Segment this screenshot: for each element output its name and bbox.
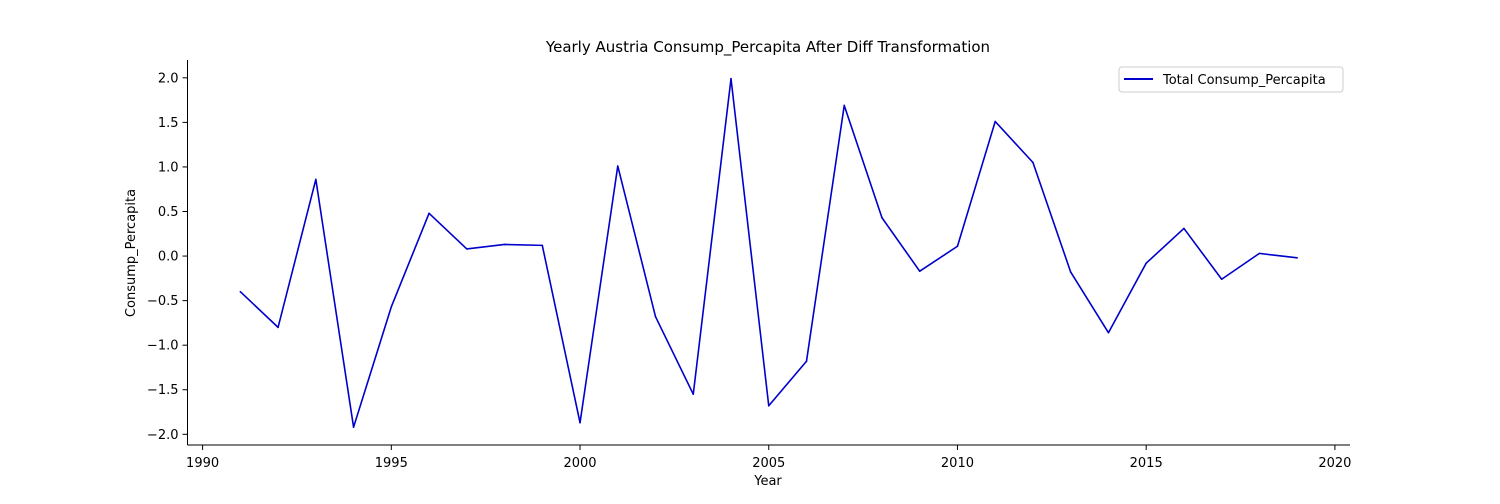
data-point [1296, 257, 1298, 259]
x-tick-label: 2015 [1130, 456, 1163, 471]
legend-box [1118, 66, 1344, 93]
series-layer [239, 77, 1298, 428]
y-tick-label: −0.5 [147, 294, 179, 309]
data-point [503, 243, 506, 246]
x-tick-label: 2000 [563, 456, 596, 471]
y-tick-label: 1.5 [158, 116, 179, 131]
series-line-0 [239, 77, 1298, 428]
data-point [1220, 278, 1223, 281]
data-point [730, 77, 732, 80]
y-tick-label: −2.0 [147, 428, 179, 443]
x-tick-label: 1995 [375, 456, 408, 471]
data-point [654, 315, 657, 318]
data-point [843, 104, 846, 107]
legend: Total Consump_Percapita [1118, 66, 1344, 93]
data-point [767, 404, 770, 407]
y-tick-label: 2.0 [158, 71, 179, 86]
x-axis-label: Year [753, 474, 782, 489]
x-tick-label: 1990 [186, 456, 219, 471]
data-point [956, 245, 959, 248]
y-tick-label: −1.0 [147, 339, 179, 354]
data-point [579, 421, 581, 424]
data-point [1183, 227, 1185, 230]
data-point [315, 178, 317, 181]
data-point [1258, 252, 1261, 255]
y-tick-label: −1.5 [147, 383, 179, 398]
ticks-layer: 1990 1995 2000 2005 2010 2015 2020 −2.0 −1.5 −1.0… [147, 71, 1352, 471]
data-point [805, 360, 808, 363]
x-tick-label: 2010 [941, 456, 974, 471]
data-point [1145, 262, 1147, 264]
data-point [1032, 161, 1034, 164]
y-tick-label: 0.0 [158, 250, 179, 265]
y-tick-label: 1.0 [158, 160, 179, 175]
data-point [616, 165, 619, 167]
y-tick-label: 0.5 [158, 205, 179, 220]
data-point [352, 426, 355, 428]
data-point [466, 248, 468, 250]
chart-title: Yearly Austria Consump_Percapita After D… [545, 38, 990, 57]
data-point [277, 326, 279, 329]
x-tick-label: 2020 [1318, 456, 1351, 471]
legend-label: Total Consump_Percapita [1162, 73, 1326, 88]
x-tick-label: 2005 [752, 456, 785, 471]
data-point [541, 244, 544, 247]
data-point [1069, 271, 1072, 273]
data-point [881, 216, 883, 219]
data-point [692, 393, 695, 396]
data-point [918, 270, 921, 273]
data-point [1107, 331, 1110, 334]
data-point [994, 120, 997, 123]
data-point [428, 212, 430, 215]
data-point [239, 290, 242, 293]
data-point [390, 306, 393, 308]
y-axis-label: Consump_Percapita [124, 189, 139, 317]
